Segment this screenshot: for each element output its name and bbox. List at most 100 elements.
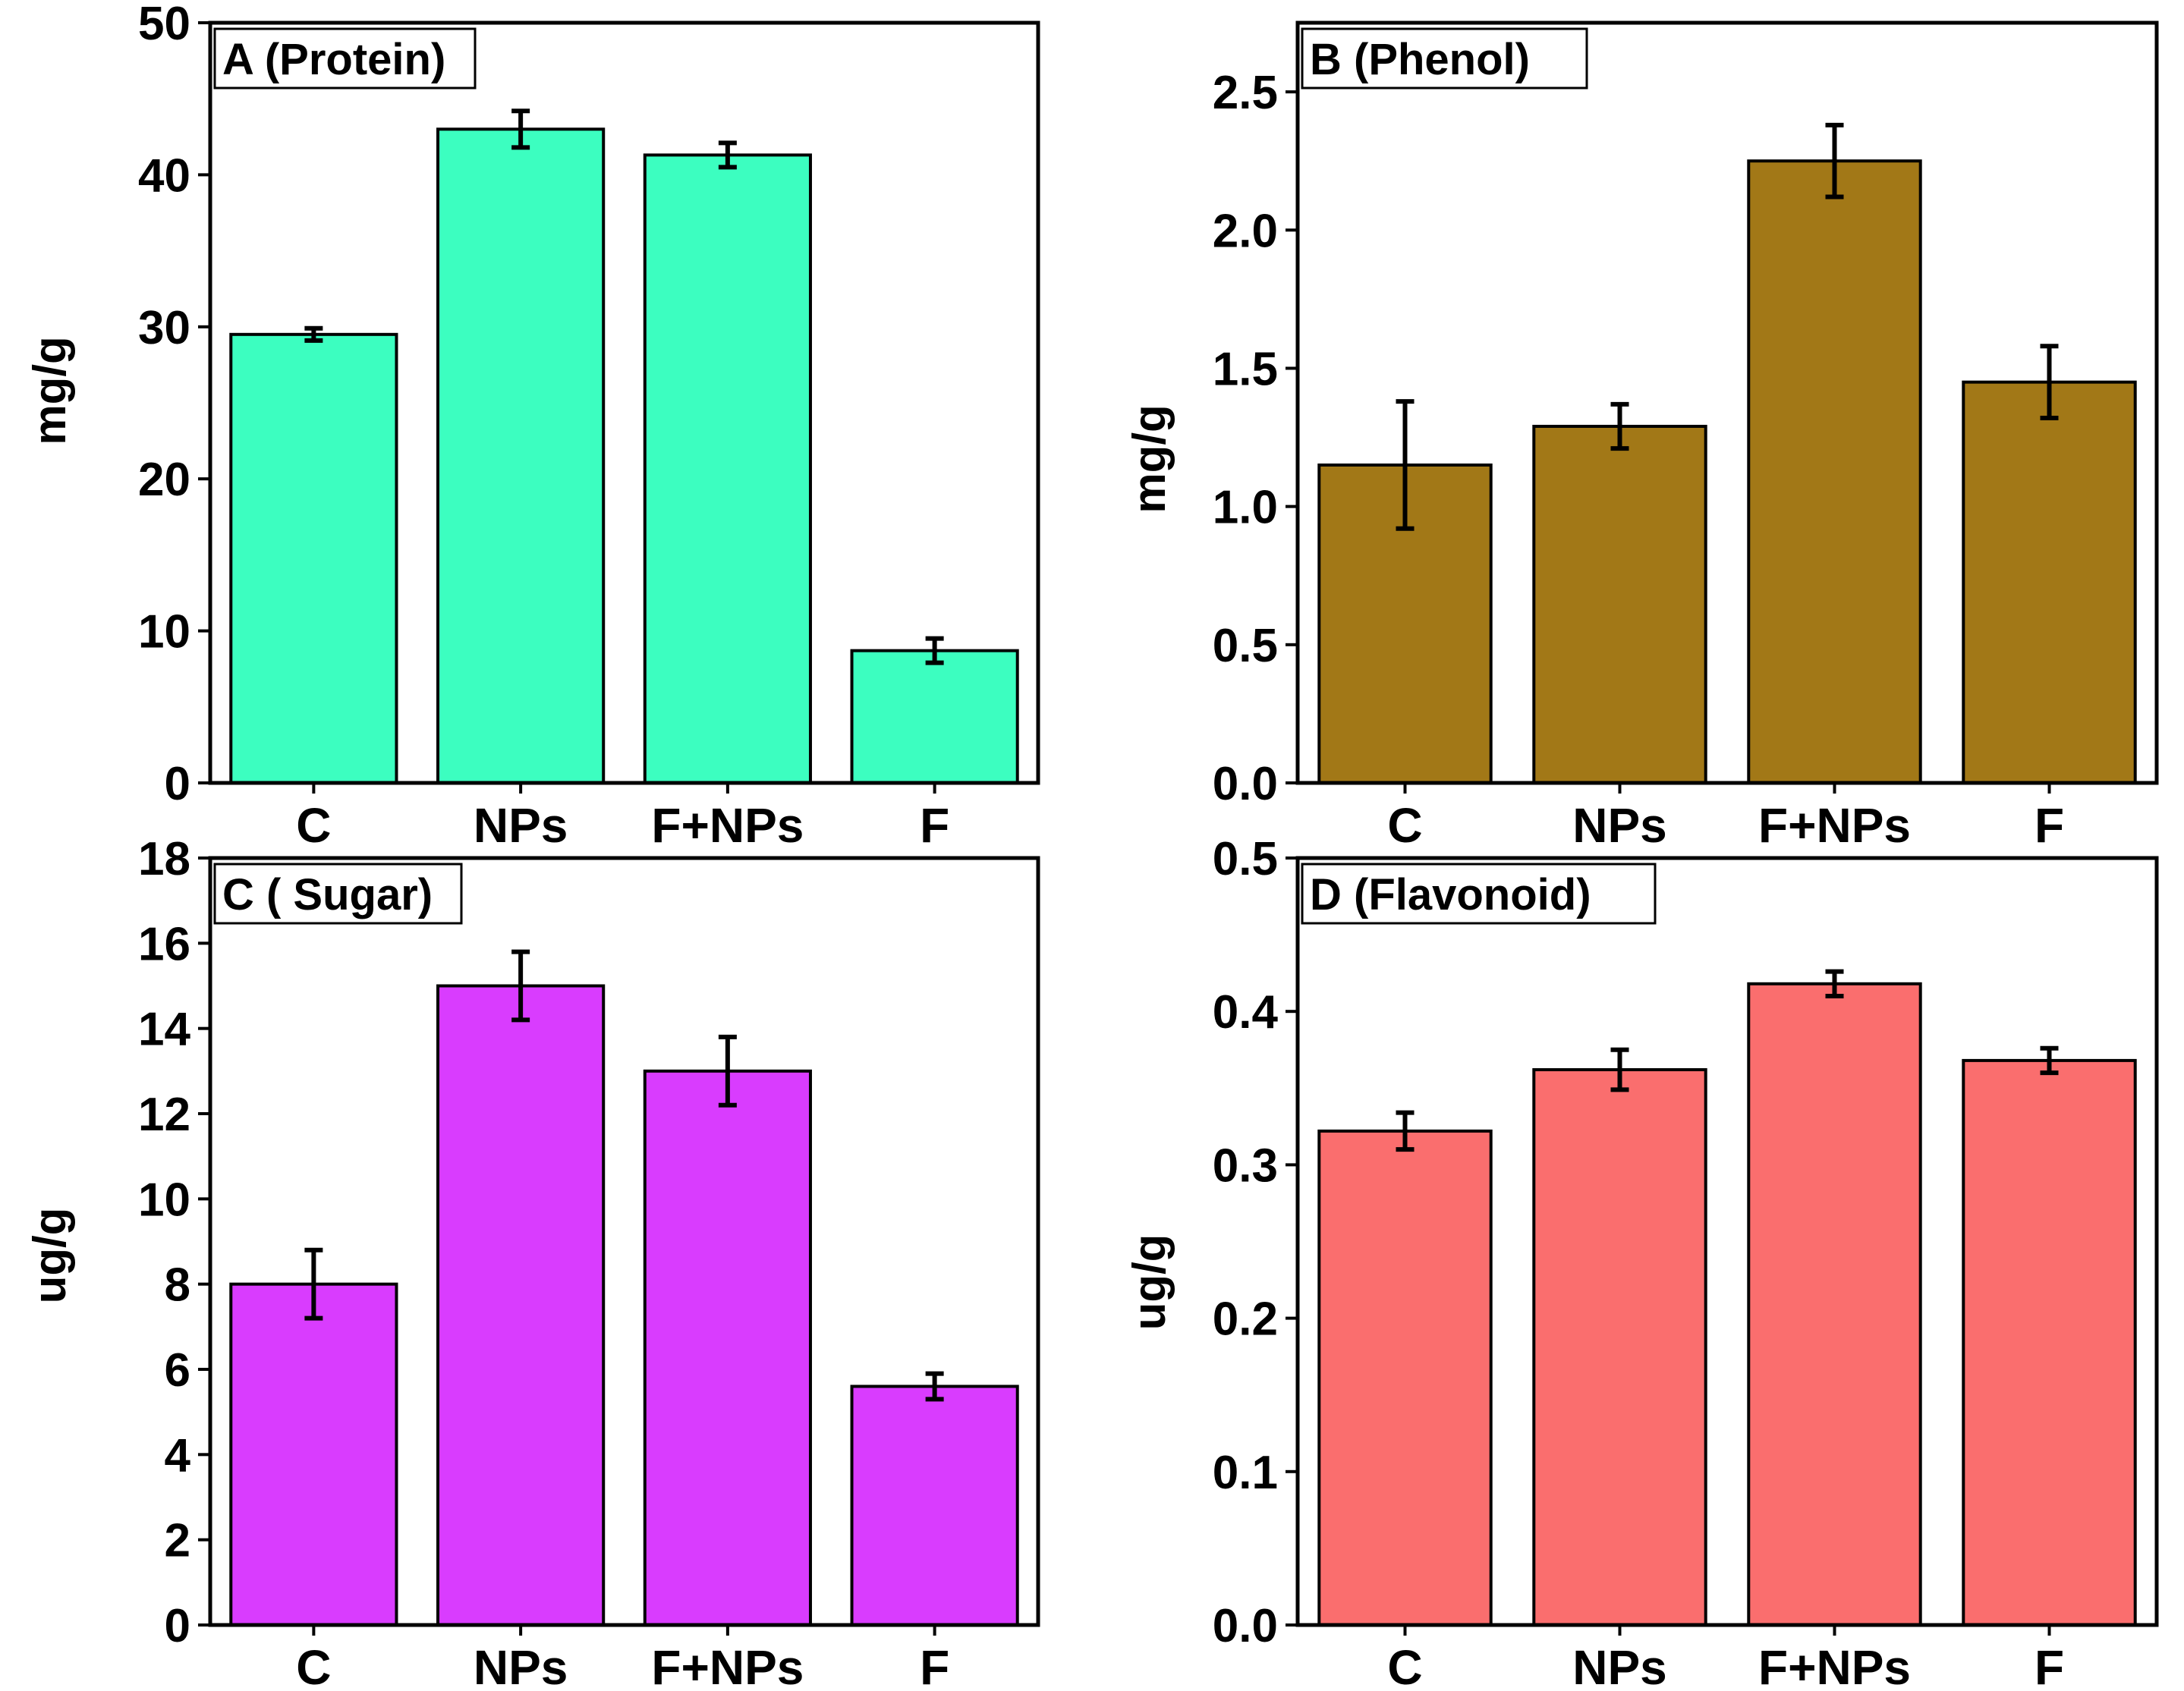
x-tick-label: F [2035, 1640, 2064, 1691]
bar-f-plus-nps [643, 153, 812, 784]
error-bar [1610, 1047, 1629, 1092]
panel-title-box: C ( Sugar) [213, 863, 463, 925]
bar-c [229, 1282, 398, 1627]
error-bar [1610, 401, 1629, 451]
y-tick-label: 10 [138, 606, 190, 658]
x-tick-label: NPs [1572, 1640, 1667, 1691]
x-tick-label: C [296, 1640, 331, 1691]
y-tick-label: 1.0 [1213, 482, 1278, 534]
panel-title-frame [1301, 863, 1657, 925]
x-tick-label: NPs [474, 1640, 568, 1691]
y-tick-label: 0.2 [1213, 1293, 1278, 1346]
y-tick-label: 14 [138, 1004, 190, 1056]
x-tick-label: F+NPs [651, 1640, 804, 1691]
x-tick-label: C [1387, 1640, 1422, 1691]
y-tick-label: 20 [138, 454, 190, 506]
y-axis-label: mg/g [1124, 404, 1175, 513]
error-bar [2040, 1045, 2059, 1076]
error-bar [1825, 969, 1844, 998]
y-tick-label: 0.4 [1213, 986, 1279, 1039]
y-tick-label: 12 [138, 1089, 190, 1141]
y-tick-label: 4 [165, 1429, 191, 1482]
bar-f-plus-nps [1747, 159, 1922, 784]
panel-title-frame [1301, 27, 1588, 90]
bar-c [229, 332, 398, 784]
x-tick-label: NPs [1572, 798, 1667, 853]
y-tick-label: 6 [165, 1344, 190, 1397]
x-tick-label: F+NPs [1758, 798, 1911, 853]
error-bar [925, 636, 944, 665]
y-tick-label: 0.5 [1213, 833, 1278, 885]
chart-panel-1: C NPs F+NPs F 0 10 20 30 40 50 mg/g A (Protein) [24, 0, 1040, 853]
panel-title-frame [213, 863, 463, 925]
x-tick-label: F [920, 1640, 949, 1691]
y-axis-label: ug/g [24, 1208, 75, 1304]
y-tick-label: 0.3 [1213, 1139, 1278, 1192]
plot-frame [1295, 20, 2159, 785]
error-bar [1396, 399, 1415, 531]
y-tick-label: 0 [165, 1600, 190, 1652]
error-bar [718, 1034, 737, 1108]
bar-f-plus-nps [1747, 982, 1922, 1627]
error-bar [2040, 344, 2059, 421]
y-tick-label: 0.1 [1213, 1447, 1278, 1499]
panel-title-box: A (Protein) [213, 27, 477, 90]
chart-panel-3: C NPs F+NPs F 0 2 4 6 8 10 12 14 16 18 ug/g C ( Sugar) [24, 833, 1040, 1691]
bar-c [1317, 1129, 1493, 1627]
panel-title-box: D (Flavonoid) [1301, 863, 1657, 925]
panel-title: D (Flavonoid) [1310, 870, 1591, 919]
error-bar [1825, 122, 1844, 200]
error-bar [511, 108, 530, 150]
y-tick-label: 8 [165, 1259, 190, 1312]
bar-f [850, 649, 1019, 784]
panel-title-box: B (Phenol) [1301, 27, 1588, 90]
bar-nps [436, 127, 606, 784]
panel-title-frame [213, 27, 477, 90]
bar-f [1962, 1058, 2137, 1627]
x-tick-label: F+NPs [651, 798, 804, 853]
error-bar [304, 1247, 323, 1321]
panel-title: A (Protein) [222, 35, 445, 84]
panel-title: C ( Sugar) [222, 870, 433, 919]
plot-frame [208, 856, 1040, 1627]
y-tick-label: 0 [165, 758, 190, 810]
y-axis-label: ug/g [1124, 1234, 1175, 1331]
bar-f-plus-nps [643, 1069, 812, 1627]
bar-nps [436, 984, 606, 1627]
plot-frame [208, 20, 1040, 785]
y-axis-label: mg/g [24, 336, 75, 445]
y-tick-label: 0.0 [1213, 758, 1278, 810]
y-tick-label: 40 [138, 149, 190, 202]
y-tick-label: 30 [138, 302, 190, 354]
panel-title: B (Phenol) [1310, 35, 1530, 84]
error-bar [718, 140, 737, 170]
y-tick-label: 16 [138, 918, 190, 970]
x-tick-label: C [1387, 798, 1422, 853]
y-tick-label: 50 [138, 0, 190, 50]
bar-f [850, 1385, 1019, 1627]
y-tick-label: 2.0 [1213, 205, 1278, 257]
chart-panel-2: C NPs F+NPs F 0.0 0.5 1.0 1.5 2.0 2.5 mg/g B (Pheno… [1124, 20, 2159, 853]
bar-nps [1532, 1068, 1707, 1627]
bar-f [1962, 380, 2137, 784]
y-tick-label: 0.5 [1213, 620, 1278, 672]
y-tick-label: 2 [165, 1515, 190, 1567]
error-bar [511, 949, 530, 1023]
error-bar [304, 325, 323, 343]
x-tick-label: F [920, 798, 949, 853]
error-bar [925, 1371, 944, 1402]
x-tick-label: F+NPs [1758, 1640, 1911, 1691]
y-tick-label: 2.5 [1213, 67, 1278, 119]
x-tick-label: F [2035, 798, 2064, 853]
y-tick-label: 18 [138, 833, 190, 885]
error-bar [1396, 1110, 1415, 1152]
chart-panel-4: C NPs F+NPs F 0.0 0.1 0.2 0.3 0.4 0.5 ug/g D (Flavo… [1124, 833, 2159, 1691]
x-tick-label: C [296, 798, 331, 853]
plot-frame [1295, 856, 2159, 1627]
y-tick-label: 1.5 [1213, 343, 1278, 395]
y-tick-label: 10 [138, 1174, 190, 1226]
y-tick-label: 0.0 [1213, 1600, 1278, 1652]
bar-nps [1532, 424, 1707, 784]
x-tick-label: NPs [474, 798, 568, 853]
